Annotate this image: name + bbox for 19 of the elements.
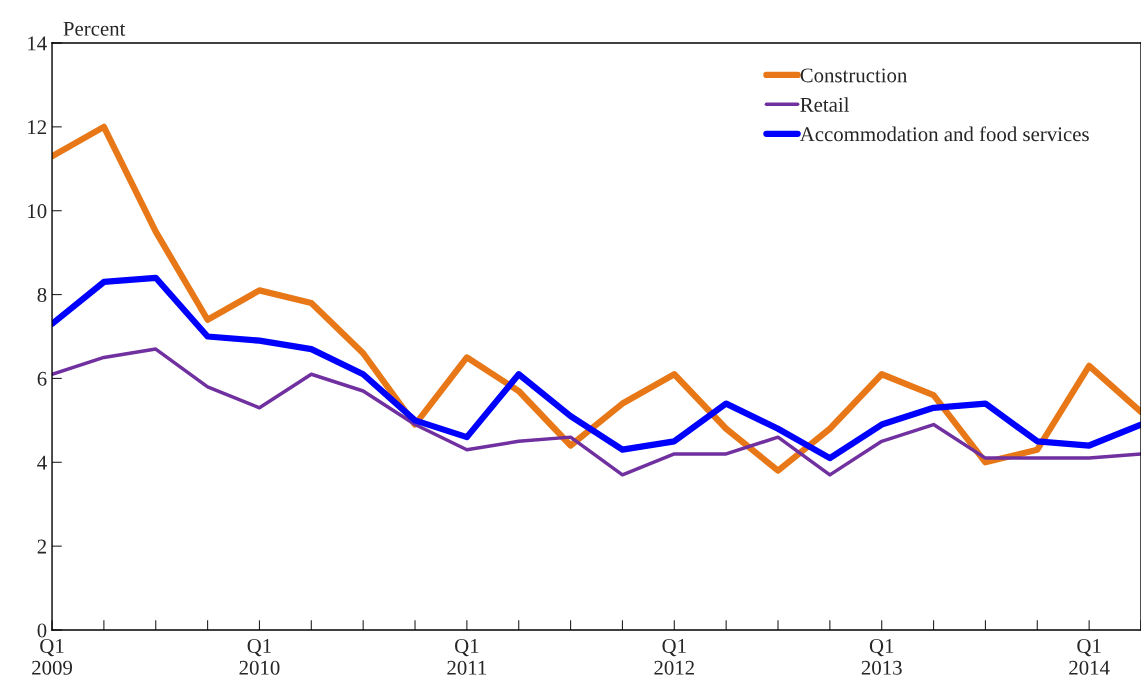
y-tick-label: 0 <box>37 623 47 638</box>
y-tick-label: 2 <box>37 539 47 554</box>
y-tick-label: 4 <box>37 455 47 470</box>
legend-label: Construction <box>800 68 908 83</box>
x-tick-label: Q1 2011 <box>447 639 487 675</box>
y-tick-label: 12 <box>28 120 47 135</box>
y-tick-label: 10 <box>28 204 47 219</box>
x-tick-label: Q1 2013 <box>861 639 902 675</box>
legend-label: Accommodation and food services <box>799 126 1089 142</box>
x-tick-label: Q1 2010 <box>239 639 280 675</box>
x-tick-label: Q1 2012 <box>654 639 694 675</box>
legend-label: Retail <box>800 97 850 112</box>
x-tick-label: Q1 2014 <box>1069 639 1110 675</box>
y-axis-title: Percent <box>63 21 126 36</box>
x-tick-label: Q1 2009 <box>32 639 73 675</box>
y-tick-label: 14 <box>28 36 47 51</box>
y-tick-label: 8 <box>37 287 47 302</box>
line-series <box>52 347 1141 477</box>
y-tick-label: 6 <box>37 371 47 386</box>
